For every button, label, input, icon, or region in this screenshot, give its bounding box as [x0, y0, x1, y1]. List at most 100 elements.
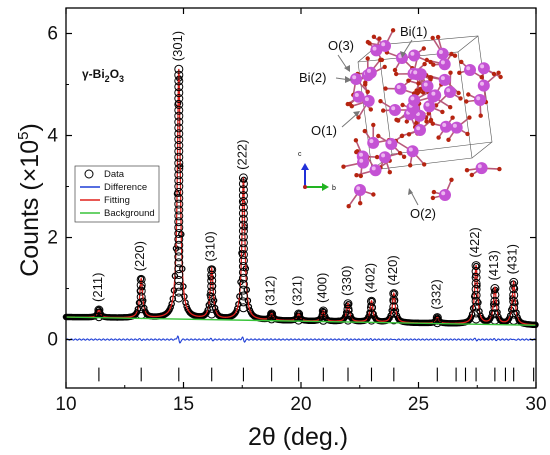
bi-atom-highlight	[410, 51, 415, 56]
o-atom	[371, 34, 377, 39]
orientation-axes: c b	[298, 151, 336, 192]
data-point	[207, 265, 217, 275]
data-point	[238, 173, 248, 183]
data-point	[174, 182, 184, 191]
o-atom	[450, 115, 455, 120]
data-points-peak-12	[471, 261, 481, 324]
o-atom	[491, 71, 497, 77]
bi-atom-highlight	[438, 50, 443, 54]
data-point	[490, 303, 500, 312]
data-point	[207, 292, 217, 302]
data-point	[174, 211, 184, 221]
o-atom	[371, 192, 376, 197]
o-atom	[422, 162, 427, 167]
bi-atom-highlight	[396, 85, 401, 89]
data-point	[471, 284, 481, 294]
data-point	[174, 240, 184, 250]
peak-label: (402)	[363, 263, 378, 293]
data-point	[367, 309, 376, 319]
x-tick-label: 30	[525, 394, 546, 415]
y-tick-label: 6	[47, 24, 58, 45]
bi-atom	[378, 151, 391, 164]
bi-atom-highlight	[408, 147, 413, 152]
peak-label: (301)	[170, 31, 185, 61]
background-line	[65, 316, 537, 326]
bi-atom-highlight	[352, 75, 357, 80]
arrowhead-o1	[353, 111, 360, 117]
bi-atom-highlight	[452, 123, 457, 128]
o-atom	[449, 177, 454, 182]
bi-atom-highlight	[440, 76, 445, 81]
peak-label: (420)	[385, 255, 400, 285]
legend-difference-label: Difference	[104, 182, 147, 193]
data-point	[174, 229, 184, 238]
bi-atom	[357, 156, 369, 169]
data-point	[207, 281, 217, 291]
data-point	[136, 304, 146, 314]
data-point	[94, 312, 104, 322]
data-point	[389, 315, 399, 325]
bi-atom-highlight	[359, 158, 364, 163]
data-point	[174, 193, 184, 203]
bi-atom	[477, 79, 490, 92]
data-point	[367, 315, 376, 325]
bi-atom	[438, 58, 451, 71]
data-point	[174, 129, 184, 139]
data-point	[174, 158, 184, 168]
o-atom	[467, 115, 472, 120]
crystal-structure-inset: Bi(1) O(3) Bi(2) O(1) O(2) c b	[298, 24, 503, 221]
data-point	[174, 270, 184, 279]
c-axis-arrowhead	[301, 163, 309, 170]
plot-area: (211) (220) (301) (310) (222) (312) (321) (400)…	[62, 31, 539, 382]
data-point	[471, 272, 481, 282]
data-point	[136, 280, 146, 290]
data-point	[174, 141, 184, 150]
o-atom	[466, 92, 471, 97]
o-atom	[377, 36, 382, 41]
data-point	[318, 315, 328, 325]
bi-atom-highlight	[431, 91, 436, 96]
data-point	[238, 197, 248, 206]
data-point	[509, 309, 519, 319]
c-axis-label: c	[298, 151, 302, 158]
o-atom	[356, 115, 361, 120]
o-atom	[448, 70, 453, 75]
data-point	[207, 303, 217, 313]
data-point	[238, 185, 248, 195]
o-atom	[387, 170, 392, 175]
o-atom	[406, 132, 412, 137]
bi-atom-highlight	[364, 97, 369, 102]
peak-label: (400)	[314, 273, 329, 303]
data-points-peak-13	[490, 284, 500, 325]
bi-atom	[406, 145, 419, 158]
data-point	[174, 135, 184, 145]
o-atom	[458, 96, 463, 101]
data-point	[94, 305, 104, 315]
o-atom	[395, 118, 401, 123]
data-point	[509, 303, 519, 313]
o-atom	[401, 154, 407, 159]
bi-atom	[477, 62, 490, 75]
legend-data-label: Data	[104, 169, 125, 180]
o-atom	[465, 131, 470, 137]
bi-atom-highlight	[446, 88, 451, 93]
o-atom	[378, 99, 383, 104]
peak-label: (220)	[132, 241, 147, 271]
data-point	[238, 279, 248, 289]
data-point	[238, 226, 248, 236]
bi-atom	[436, 47, 449, 60]
data-points-peak-7	[318, 306, 328, 325]
bi-atom	[369, 164, 382, 177]
data-point	[509, 284, 519, 294]
data-point	[343, 310, 353, 320]
arrowhead-o3	[344, 65, 350, 72]
bi-atom	[385, 138, 398, 150]
bi-atom-highlight	[387, 140, 392, 145]
data-point	[471, 308, 481, 318]
y-tick-label: 0	[47, 330, 58, 351]
axis-origin	[303, 185, 307, 189]
data-point	[174, 123, 184, 133]
data-point	[343, 299, 353, 309]
phase-label: γ-Bi2O3	[82, 67, 124, 84]
data-point	[389, 302, 399, 312]
